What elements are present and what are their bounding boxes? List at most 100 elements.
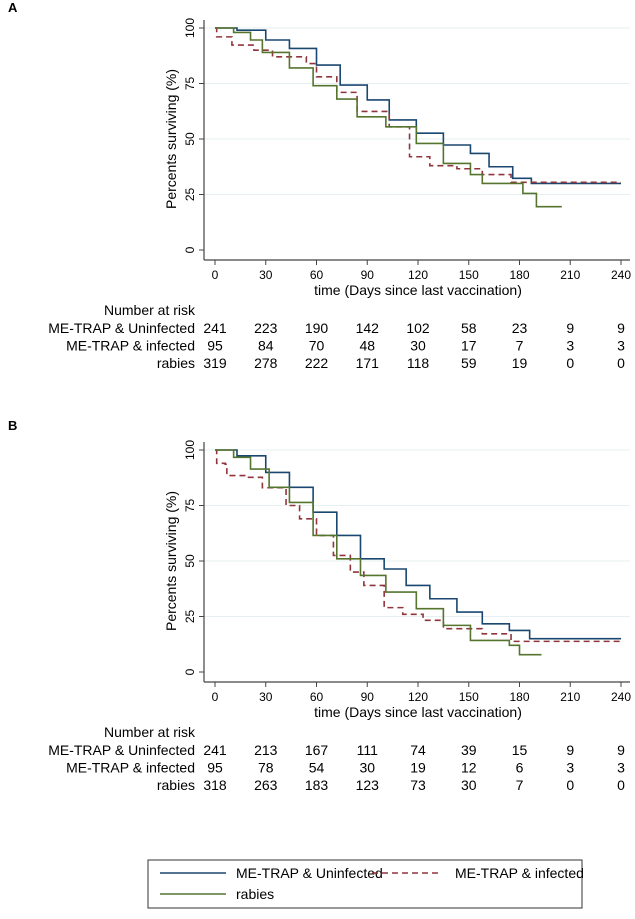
risk-table: Number at risk ME-TRAP & Uninfected 241 223… [48, 302, 625, 371]
risk-table: Number at risk ME-TRAP & Uninfected 241 213… [48, 724, 625, 793]
risk-value: 9 [617, 320, 625, 336]
risk-value: 95 [207, 760, 223, 776]
series-line-me-trap-infected [215, 27, 621, 184]
risk-value: 0 [617, 355, 625, 371]
risk-value: 58 [461, 320, 477, 336]
risk-value: 15 [512, 742, 528, 758]
risk-value: 7 [516, 338, 524, 354]
risk-value: 59 [461, 355, 477, 371]
x-tick-label: 30 [259, 690, 273, 704]
legend-label: ME-TRAP & Uninfected [236, 865, 383, 881]
risk-value: 318 [203, 777, 227, 793]
risk-value: 17 [461, 338, 477, 354]
y-tick-label: 25 [183, 188, 197, 202]
x-tick-label: 90 [361, 268, 375, 282]
risk-value: 278 [254, 355, 278, 371]
risk-value: 123 [356, 777, 380, 793]
x-axis-title: time (Days since last vaccination) [314, 282, 522, 298]
risk-value: 0 [566, 355, 574, 371]
risk-value: 12 [461, 760, 477, 776]
x-tick-label: 180 [509, 690, 529, 704]
risk-row-label: rabies [157, 777, 195, 793]
risk-value: 0 [617, 777, 625, 793]
x-tick-label: 60 [310, 268, 324, 282]
risk-value: 30 [359, 760, 375, 776]
risk-value: 111 [357, 742, 378, 758]
risk-value: 3 [566, 760, 574, 776]
risk-value: 223 [254, 320, 278, 336]
y-axis-title: Percents surviving (%) [163, 491, 179, 631]
legend-box [147, 859, 583, 909]
risk-value: 3 [617, 338, 625, 354]
risk-value: 74 [410, 742, 426, 758]
y-tick-label: 75 [183, 77, 197, 91]
x-tick-label: 150 [459, 690, 479, 704]
x-tick-label: 210 [560, 268, 580, 282]
risk-value: 142 [356, 320, 380, 336]
risk-value: 19 [410, 760, 426, 776]
risk-value: 118 [407, 355, 430, 371]
x-tick-label: 240 [611, 268, 631, 282]
series-line-me-trap-uninfected [215, 449, 621, 640]
x-tick-label: 240 [611, 690, 631, 704]
y-tick-label: 75 [183, 499, 197, 513]
risk-row-label: rabies [157, 355, 195, 371]
risk-value: 19 [512, 355, 528, 371]
risk-value: 95 [207, 338, 223, 354]
x-tick-label: 60 [310, 690, 324, 704]
legend-label: rabies [236, 886, 274, 902]
risk-table-title: Number at risk [104, 302, 196, 318]
risk-value: 70 [309, 338, 325, 354]
series-line-rabies [215, 27, 562, 208]
y-tick-label: 0 [183, 246, 197, 253]
risk-value: 319 [203, 355, 227, 371]
risk-value: 213 [254, 742, 278, 758]
risk-value: 9 [617, 742, 625, 758]
risk-value: 73 [410, 777, 426, 793]
x-tick-label: 120 [408, 268, 428, 282]
risk-value: 171 [356, 355, 380, 371]
risk-value: 23 [512, 320, 528, 336]
risk-value: 54 [309, 760, 325, 776]
risk-row-label: ME-TRAP & Uninfected [48, 742, 195, 758]
x-tick-label: 150 [459, 268, 479, 282]
risk-value: 3 [566, 338, 574, 354]
risk-value: 39 [461, 742, 477, 758]
risk-value: 84 [258, 338, 274, 354]
risk-value: 241 [203, 742, 227, 758]
risk-value: 167 [305, 742, 329, 758]
risk-value: 183 [305, 777, 329, 793]
x-axis-title: time (Days since last vaccination) [314, 704, 522, 720]
risk-value: 6 [516, 760, 524, 776]
y-tick-label: 50 [183, 554, 197, 568]
risk-value: 222 [305, 355, 329, 371]
series-line-rabies [215, 449, 542, 656]
risk-row-label: ME-TRAP & infected [66, 760, 195, 776]
panel-label: B [8, 418, 17, 433]
legend: ME-TRAP & Uninfected ME-TRAP & infected ra… [147, 859, 584, 909]
risk-table-title: Number at risk [104, 724, 196, 740]
risk-value: 102 [406, 320, 430, 336]
risk-value: 78 [258, 760, 274, 776]
x-tick-label: 180 [509, 268, 529, 282]
risk-value: 241 [203, 320, 227, 336]
x-tick-label: 0 [212, 690, 219, 704]
y-axis-title: Percents surviving (%) [163, 69, 179, 209]
y-tick-label: 0 [183, 668, 197, 675]
risk-value: 9 [566, 742, 574, 758]
risk-value: 0 [566, 777, 574, 793]
risk-value: 48 [359, 338, 375, 354]
risk-value: 3 [617, 760, 625, 776]
risk-value: 263 [254, 777, 278, 793]
risk-value: 30 [410, 338, 426, 354]
legend-label: ME-TRAP & infected [455, 865, 584, 881]
x-tick-label: 210 [560, 690, 580, 704]
risk-row-label: ME-TRAP & infected [66, 338, 195, 354]
y-tick-label: 25 [183, 610, 197, 624]
x-tick-label: 120 [408, 690, 428, 704]
x-tick-label: 30 [259, 268, 273, 282]
panel-label: A [8, 0, 18, 15]
